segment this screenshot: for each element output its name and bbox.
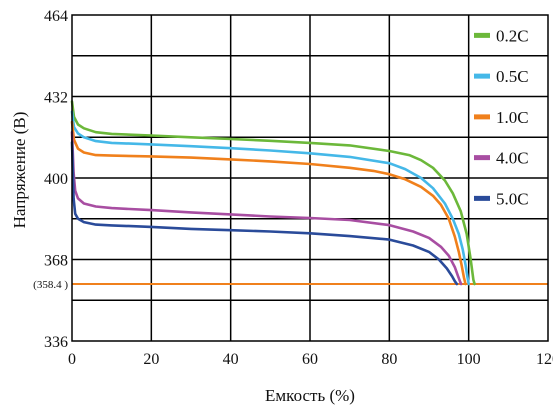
series-line-0.2C bbox=[70, 100, 476, 286]
cutoff-label: (358.4 ) bbox=[33, 279, 68, 291]
legend-label: 4.0C bbox=[496, 149, 529, 168]
y-tick-label: 368 bbox=[44, 253, 68, 270]
series-line-5.0C bbox=[70, 141, 459, 286]
x-axis-label: Емкость (%) bbox=[265, 386, 355, 405]
grid-lines bbox=[72, 15, 548, 341]
series-line-4.0C bbox=[70, 130, 463, 286]
x-tick-label: 40 bbox=[223, 351, 239, 368]
legend-label: 0.5C bbox=[496, 67, 529, 86]
x-tick-label: 100 bbox=[457, 351, 481, 368]
y-tick-label: 400 bbox=[44, 171, 68, 188]
x-tick-label: 60 bbox=[302, 351, 318, 368]
y-tick-label: 464 bbox=[44, 8, 68, 25]
series-line-0.5C bbox=[70, 110, 471, 286]
x-tick-label: 80 bbox=[381, 351, 397, 368]
x-tick-label: 120 bbox=[536, 351, 553, 368]
legend-label: 5.0C bbox=[496, 189, 529, 208]
legend: 0.2C 0.5C 1.0C 4.0C 5.0C bbox=[474, 26, 529, 208]
legend-label: 1.0C bbox=[496, 108, 529, 127]
x-tick-label: 0 bbox=[68, 351, 76, 368]
plot-frame bbox=[71, 14, 549, 342]
y-tick-label: 432 bbox=[44, 90, 68, 107]
y-axis-label: Напряжение (В) bbox=[10, 112, 29, 229]
axis-ticks: 0 20 40 60 80 100 120 336 368 400 432 464 bbox=[44, 8, 553, 368]
series-line-1.0C bbox=[70, 120, 467, 286]
y-tick-label: 336 bbox=[44, 334, 68, 351]
legend-label: 0.2C bbox=[496, 26, 529, 45]
series-lines bbox=[70, 100, 476, 286]
x-tick-label: 20 bbox=[143, 351, 159, 368]
